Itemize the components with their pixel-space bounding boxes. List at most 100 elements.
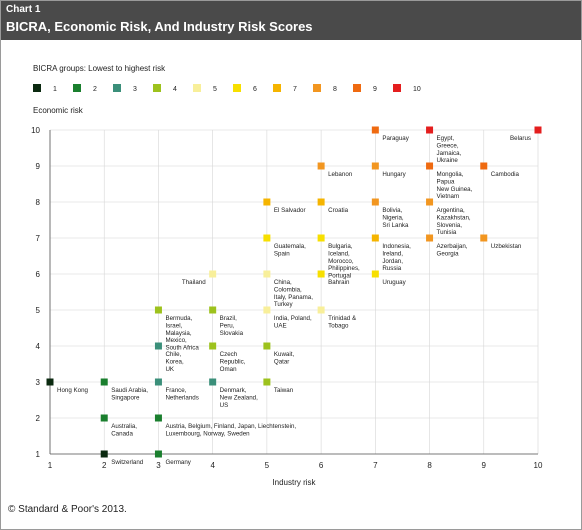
x-tick-2: 2 [102, 461, 107, 470]
data-label-6: France, Netherlands [165, 387, 198, 401]
scatter-chart: BICRA groups: Lowest to highest risk 1 2 3… [31, 64, 543, 487]
data-point-29 [317, 162, 325, 170]
data-point-22 [263, 198, 271, 206]
legend-swatch-5 [193, 84, 201, 92]
data-point-26 [426, 198, 434, 206]
y-tick-2: 2 [36, 414, 41, 423]
data-label-30: Hungary [382, 171, 406, 178]
y-tick-3: 3 [36, 378, 41, 387]
legend-swatch-7 [273, 84, 281, 92]
data-point-18 [263, 234, 271, 242]
copyright-footer: © Standard & Poor's 2013. [8, 504, 127, 515]
chart-title: BICRA, Economic Risk, And Industry Risk … [6, 19, 313, 34]
y-tick-4: 4 [36, 342, 41, 351]
data-point-27 [426, 234, 434, 242]
legend-swatch-4 [153, 84, 161, 92]
chart-header: Chart 1 BICRA, Economic Risk, And Indust… [1, 1, 581, 40]
legend-title: BICRA groups: Lowest to highest risk [33, 64, 166, 73]
data-label-28: Uzbekistan [491, 243, 522, 250]
legend-swatch-8 [313, 84, 321, 92]
data-label-9: Bermuda, Israel, Malaysia, Mexico, South Afr… [165, 315, 199, 352]
legend-label-10: 10 [413, 86, 421, 93]
legend-swatch-1 [33, 84, 41, 92]
data-label-24: Indonesia, Ireland, Jordan, Russia [382, 243, 411, 272]
data-label-27: Azerbaijan, Georgia [437, 243, 468, 257]
data-point-6 [154, 378, 162, 386]
data-point-21 [371, 270, 379, 278]
data-label-15: China, Colombia, Italy, Panama, Turkey [274, 279, 313, 308]
data-label-1: Switzerland [111, 459, 144, 466]
data-label-16: India, Poland, UAE [274, 315, 312, 329]
data-point-33 [480, 162, 488, 170]
data-label-2: Saudi Arabia, Singapore [111, 387, 148, 401]
legend-label-3: 3 [133, 86, 137, 93]
y-tick-8: 8 [36, 198, 41, 207]
legend-swatch-9 [353, 84, 361, 92]
data-point-10 [209, 306, 217, 314]
data-point-7 [209, 378, 217, 386]
legend-items: 1 2 3 4 5 6 7 8 9 10 [33, 84, 421, 93]
x-axis-label: Industry risk [272, 478, 316, 487]
legend-swatch-6 [233, 84, 241, 92]
data-label-34: Egypt, Greece, Jamaica, Ukraine [437, 135, 462, 164]
axes: 1 2 3 4 5 6 7 8 9 10 1 2 3 4 5 6 7 8 9 10 [31, 126, 543, 470]
y-tick-10: 10 [31, 126, 40, 135]
x-tick-6: 6 [319, 461, 324, 470]
x-tick-9: 9 [482, 461, 487, 470]
data-label-23: Croatia [328, 207, 349, 214]
y-tick-6: 6 [36, 270, 41, 279]
x-tick-3: 3 [156, 461, 161, 470]
data-point-24 [371, 234, 379, 242]
x-tick-8: 8 [427, 461, 432, 470]
data-point-3 [100, 414, 108, 422]
data-point-31 [371, 126, 379, 134]
data-point-13 [263, 378, 271, 386]
data-label-21: Uruguay [382, 279, 406, 286]
data-point-8 [154, 342, 162, 350]
data-point-12 [263, 342, 271, 350]
x-tick-1: 1 [48, 461, 53, 470]
data-point-28 [480, 234, 488, 242]
data-label-31: Paraguay [382, 135, 409, 142]
legend-swatch-3 [113, 84, 121, 92]
legend-swatch-10 [393, 84, 401, 92]
data-label-32: Mongolia, Papua New Guinea, Vietnam [437, 171, 473, 200]
legend-label-6: 6 [253, 86, 257, 93]
legend-label-1: 1 [53, 86, 57, 93]
data-label-18: Guatemala, Spain [274, 243, 306, 257]
data-points: Hong Kong Switzerland Saudi Arabia, Singapo… [46, 126, 542, 466]
data-label-4: Germany [165, 459, 191, 466]
data-label-26: Argentina, Kazakhstan, Slovenia, Tunisia [437, 207, 471, 236]
data-label-29: Lebanon [328, 171, 353, 178]
x-tick-10: 10 [534, 461, 543, 470]
data-label-17: Trinidad & Tobago [328, 315, 357, 329]
legend-label-2: 2 [93, 86, 97, 93]
legend-label-5: 5 [213, 86, 217, 93]
y-tick-7: 7 [36, 234, 41, 243]
data-point-0 [46, 378, 54, 386]
data-point-30 [371, 162, 379, 170]
legend-label-8: 8 [333, 86, 337, 93]
y-tick-1: 1 [36, 450, 41, 459]
x-tick-7: 7 [373, 461, 378, 470]
data-label-14: Thailand [182, 279, 206, 286]
x-tick-5: 5 [265, 461, 270, 470]
data-label-25: Bolivia, Nigeria, Sri Lanka [382, 207, 409, 229]
legend-label-9: 9 [373, 86, 377, 93]
data-point-35 [534, 126, 542, 134]
data-point-25 [371, 198, 379, 206]
data-label-13: Taiwan [274, 387, 294, 394]
data-label-12: Kuwait, Qatar [274, 351, 295, 365]
data-point-20 [317, 270, 325, 278]
data-label-22: El Salvador [274, 207, 306, 214]
data-point-11 [209, 342, 217, 350]
data-point-5 [154, 414, 162, 422]
data-point-17 [317, 306, 325, 314]
legend-label-4: 4 [173, 86, 177, 93]
data-point-15 [263, 270, 271, 278]
data-label-3: Australia, Canada [111, 423, 137, 437]
data-point-2 [100, 378, 108, 386]
data-label-35: Belarus [510, 135, 531, 142]
data-point-19 [317, 234, 325, 242]
